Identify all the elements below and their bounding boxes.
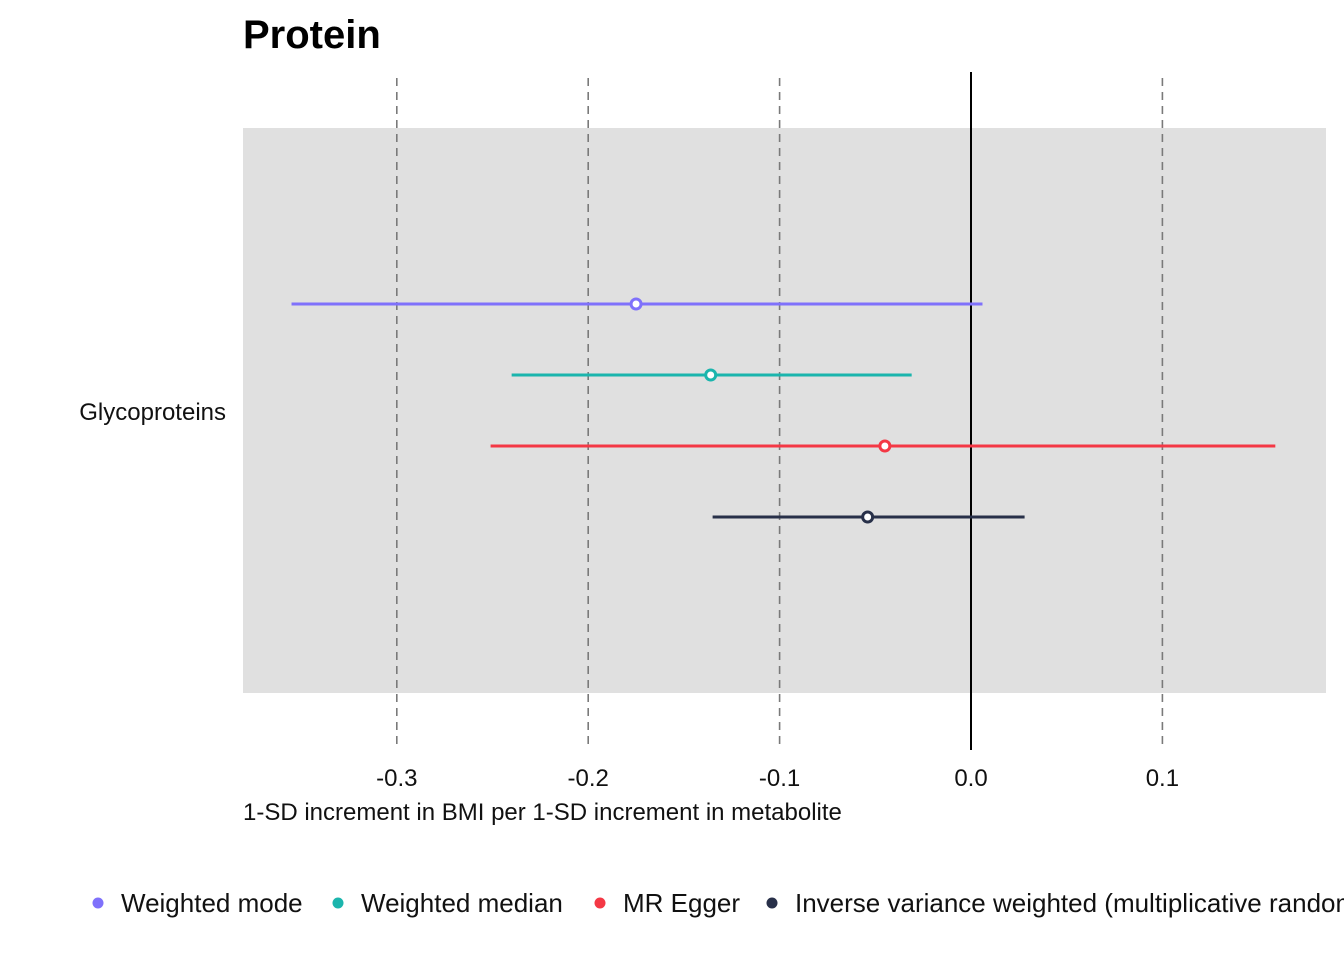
legend-label: Weighted median bbox=[361, 888, 563, 918]
legend-label: MR Egger bbox=[623, 888, 740, 918]
legend-label: Weighted mode bbox=[121, 888, 303, 918]
x-tick-label: -0.1 bbox=[759, 765, 800, 792]
series-marks bbox=[291, 297, 1276, 524]
legend: Weighted mode Weighted median MR Egger Inve… bbox=[92, 888, 1344, 918]
point-estimate bbox=[629, 297, 643, 311]
point-estimate bbox=[861, 510, 875, 524]
x-tick-label: 0.0 bbox=[954, 765, 987, 792]
legend-key bbox=[594, 897, 606, 909]
x-tick-label: 0.1 bbox=[1146, 765, 1179, 792]
legend-key bbox=[92, 897, 104, 909]
legend-label: Inverse variance weighted (multiplicativ… bbox=[795, 888, 1344, 918]
category-band bbox=[243, 128, 1326, 693]
legend-key bbox=[332, 897, 344, 909]
category-label: Glycoproteins bbox=[79, 399, 226, 426]
legend-key bbox=[766, 897, 778, 909]
chart-title: Protein bbox=[243, 13, 381, 57]
point-estimate bbox=[878, 439, 892, 453]
x-axis-label: 1-SD increment in BMI per 1-SD increment… bbox=[243, 799, 842, 826]
x-tick-labels: -0.3 -0.2 -0.1 0.0 0.1 bbox=[376, 765, 1179, 792]
x-tick-label: -0.3 bbox=[376, 765, 417, 792]
grid-lines bbox=[395, 78, 1164, 750]
point-estimate bbox=[704, 368, 718, 382]
x-tick-label: -0.2 bbox=[568, 765, 609, 792]
